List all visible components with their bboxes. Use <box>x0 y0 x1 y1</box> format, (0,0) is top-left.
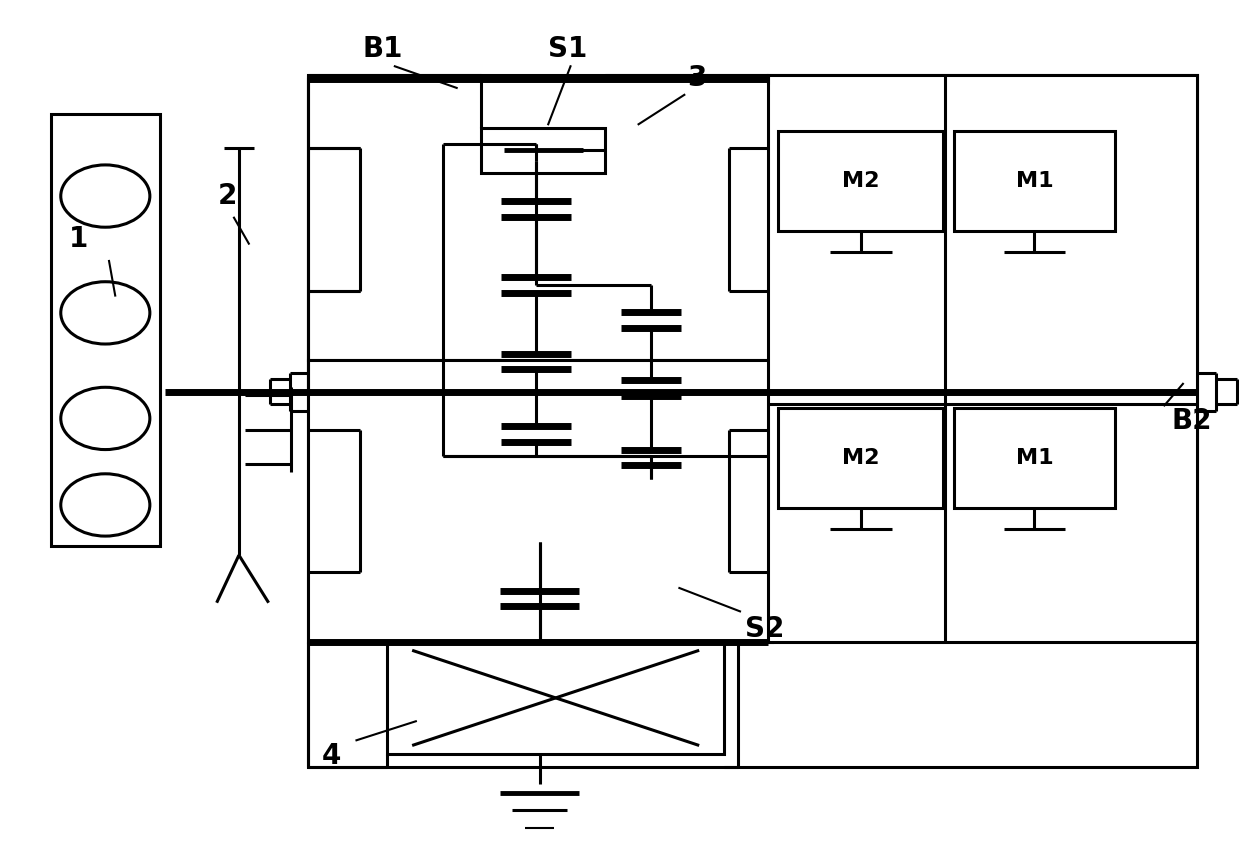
Text: S1: S1 <box>548 35 588 63</box>
Text: M1: M1 <box>1016 448 1053 468</box>
Bar <box>779 131 942 231</box>
Text: 1: 1 <box>68 226 88 253</box>
Bar <box>415 135 769 542</box>
Bar <box>387 641 724 754</box>
Text: 3: 3 <box>687 63 707 91</box>
Text: M1: M1 <box>1016 171 1053 191</box>
Bar <box>954 131 1115 231</box>
Circle shape <box>61 282 150 344</box>
Text: B2: B2 <box>1172 407 1211 435</box>
Bar <box>51 114 160 547</box>
Bar <box>309 79 773 360</box>
Text: M2: M2 <box>842 171 879 191</box>
Text: 4: 4 <box>322 742 341 770</box>
Text: B1: B1 <box>362 35 403 63</box>
Text: S2: S2 <box>745 615 785 642</box>
Bar <box>309 75 1197 767</box>
Bar <box>779 408 942 508</box>
Text: M2: M2 <box>842 448 879 468</box>
Bar <box>481 128 605 173</box>
Bar <box>309 360 773 641</box>
Circle shape <box>61 474 150 536</box>
Bar <box>954 408 1115 508</box>
Circle shape <box>61 165 150 227</box>
Circle shape <box>61 387 150 450</box>
Text: 2: 2 <box>218 182 238 210</box>
Bar <box>769 75 1197 641</box>
